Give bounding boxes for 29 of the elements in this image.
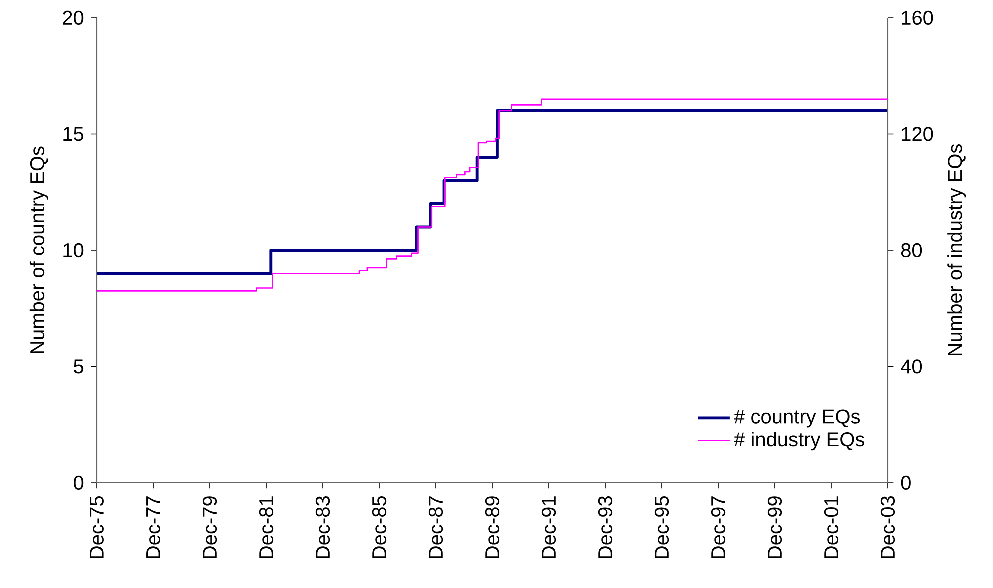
y2-tick-label: 120 xyxy=(902,127,934,142)
x-tick-label: Dec-89 xyxy=(485,496,500,558)
legend-label: # country EQs xyxy=(734,410,860,428)
y2-axis-title: Number of industry EQs xyxy=(948,144,966,356)
x-tick-label: Dec-01 xyxy=(824,496,839,558)
x-tick-label: Dec-91 xyxy=(542,496,556,558)
y-axis-title: Number of country EQs xyxy=(30,146,49,354)
x-tick-label: Dec-79 xyxy=(202,496,218,558)
y-tick-label: 0 xyxy=(74,476,84,490)
y-tick-label: 5 xyxy=(74,360,84,374)
y-tick-label: 15 xyxy=(64,127,84,142)
y2-tick-label: 80 xyxy=(901,243,922,258)
x-tick-label: Dec-97 xyxy=(711,496,726,558)
x-tick-label: Dec-87 xyxy=(428,496,444,558)
x-tick-label: Dec-95 xyxy=(654,496,670,558)
y2-tick-label: 0 xyxy=(901,476,911,490)
x-tick-label: Dec-03 xyxy=(880,496,896,558)
y2-tick-label: 160 xyxy=(902,10,934,26)
x-tick-label: Dec-77 xyxy=(146,496,160,558)
x-tick-label: Dec-81 xyxy=(259,496,274,558)
y-tick-label: 20 xyxy=(63,10,84,26)
x-tick-label: Dec-85 xyxy=(372,496,387,558)
y2-tick-label: 40 xyxy=(901,360,922,374)
y-tick-label: 10 xyxy=(64,243,84,258)
legend-label: # industry EQs xyxy=(734,432,864,451)
x-tick-label: Dec-93 xyxy=(598,496,613,558)
x-tick-label: Dec-99 xyxy=(768,496,782,558)
x-tick-label: Dec-83 xyxy=(316,496,330,558)
x-tick-label: Dec-75 xyxy=(90,496,104,558)
